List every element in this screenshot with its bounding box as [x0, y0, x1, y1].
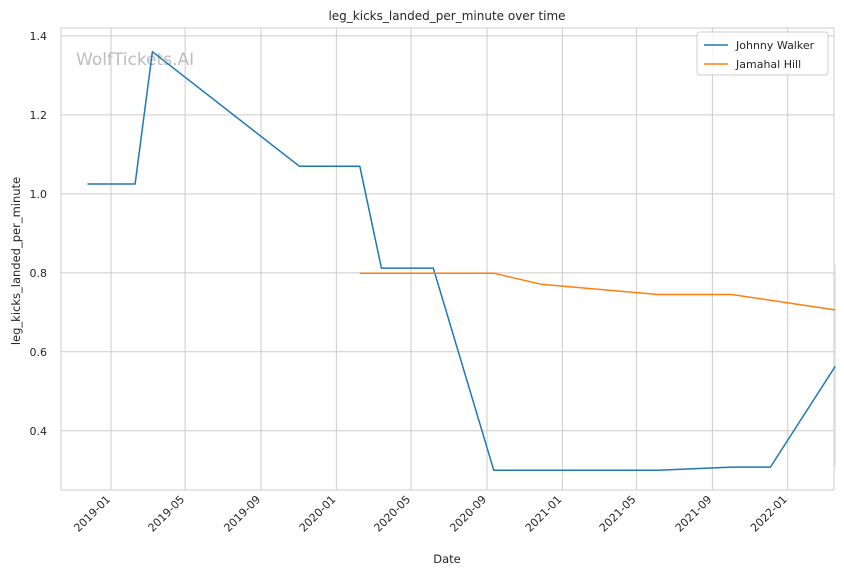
y-tick-label: 0.8 [30, 267, 48, 280]
chart-title: leg_kicks_landed_per_minute over time [328, 9, 565, 23]
y-axis-title: leg_kicks_landed_per_minute [9, 177, 23, 345]
legend-box [696, 31, 829, 76]
watermark: WolfTickets.AI [76, 50, 194, 70]
plot-border [60, 27, 835, 491]
y-tick-label: 1.2 [30, 109, 48, 122]
y-axis-ticks: 0.4 0.6 0.8 1.0 1.2 1.4 [30, 30, 48, 438]
legend: Johnny Walker Jamahal Hill [696, 31, 829, 76]
y-tick-label: 0.6 [30, 346, 48, 359]
y-tick-label: 1.0 [30, 188, 48, 201]
x-axis-title: Date [433, 552, 461, 566]
legend-label-jamahal-hill: Jamahal Hill [735, 58, 801, 71]
series-line-johnny-walker [87, 50, 836, 472]
series-lines [87, 50, 836, 472]
series-line-jamahal-hill [359, 272, 836, 311]
y-tick-label: 0.4 [30, 425, 48, 438]
y-tick-label: 1.4 [30, 30, 48, 43]
plot-frame [60, 27, 835, 491]
legend-label-johnny-walker: Johnny Walker [735, 39, 815, 52]
